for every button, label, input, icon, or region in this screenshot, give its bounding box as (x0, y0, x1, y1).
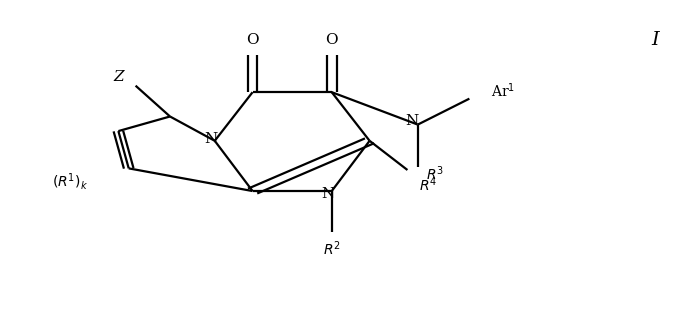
Text: Z: Z (113, 70, 124, 84)
Text: $R^4$: $R^4$ (419, 175, 437, 194)
Text: N: N (322, 187, 335, 201)
Text: $R^2$: $R^2$ (323, 239, 341, 258)
Text: N: N (406, 114, 419, 129)
Text: O: O (246, 33, 259, 47)
Text: $(R^1)_k$: $(R^1)_k$ (52, 171, 88, 192)
Text: $R^3$: $R^3$ (426, 164, 444, 182)
Text: O: O (325, 33, 338, 47)
Text: N: N (205, 132, 218, 146)
Text: Ar$^1$: Ar$^1$ (491, 81, 515, 100)
Text: I: I (652, 31, 659, 49)
